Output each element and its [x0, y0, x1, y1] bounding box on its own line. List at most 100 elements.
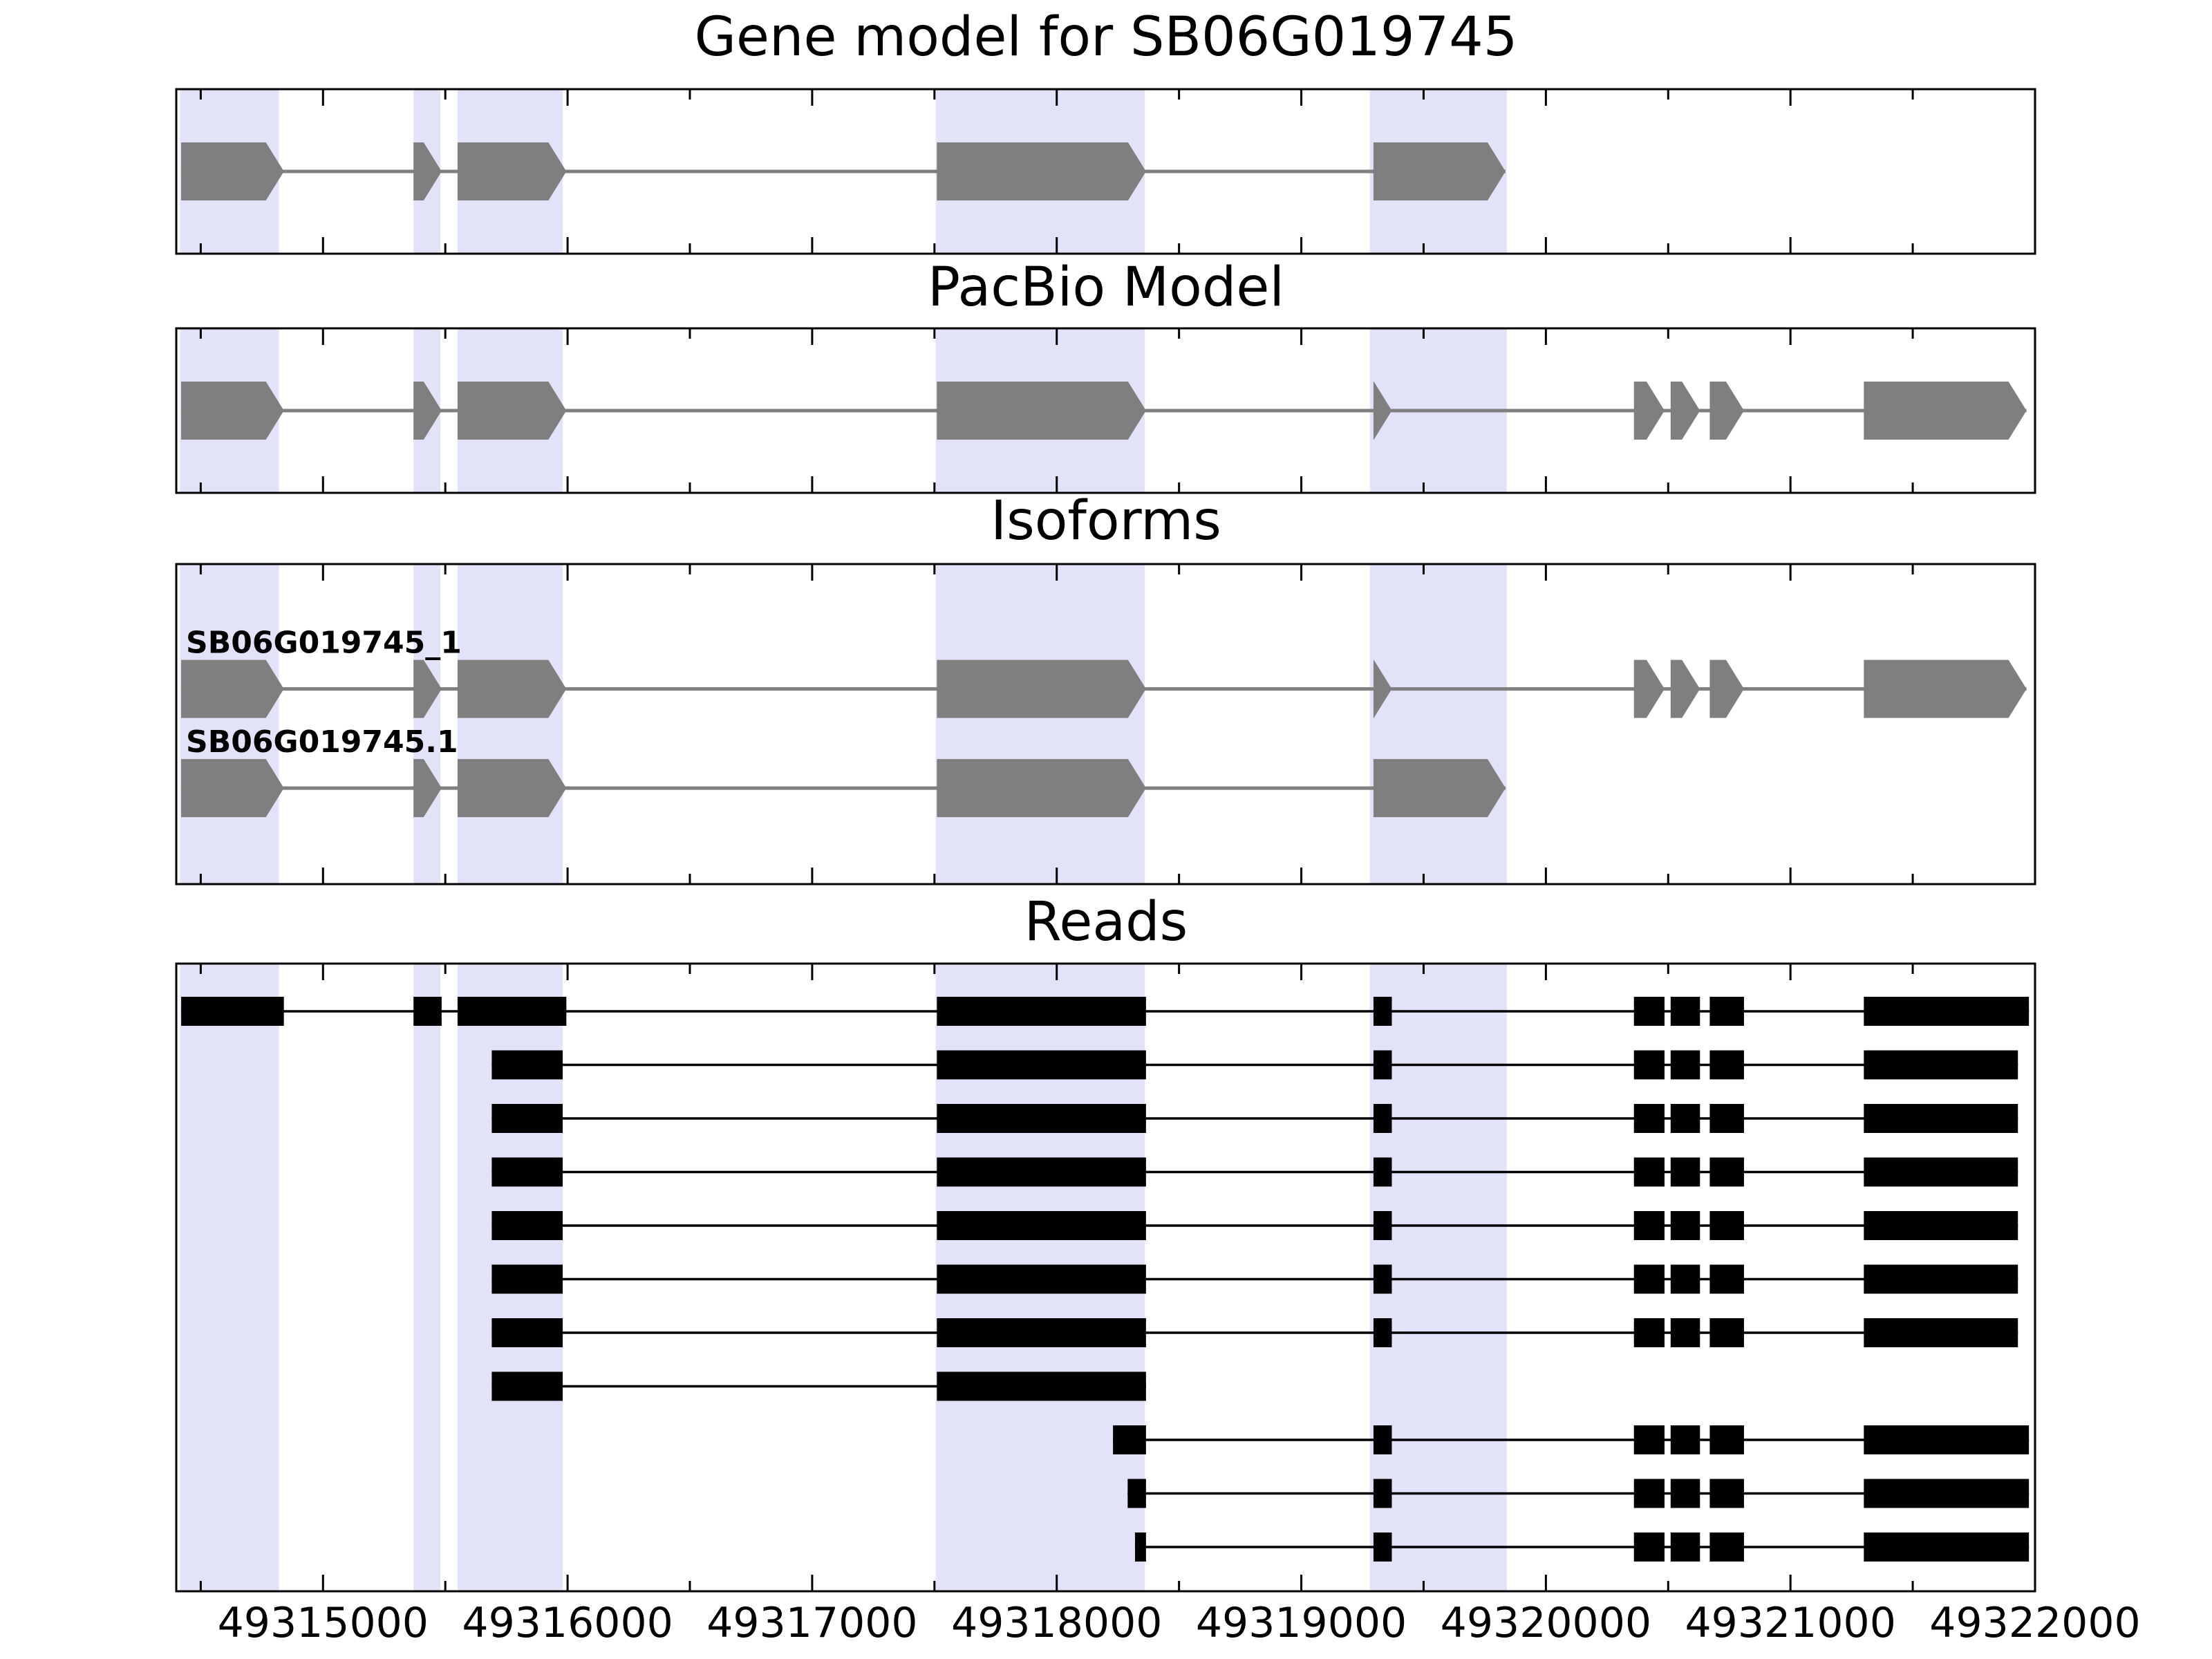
read-row	[491, 1050, 2018, 1080]
x-tick-label: 49319000	[1196, 1599, 1407, 1647]
exon-arrow	[181, 659, 284, 718]
x-tick-label: 49316000	[462, 1599, 673, 1647]
read-segment	[1709, 1211, 1744, 1240]
read-segment	[1373, 1264, 1392, 1294]
read-segment	[937, 1211, 1146, 1240]
read-segment	[1670, 1050, 1700, 1080]
highlight-band	[457, 565, 563, 883]
highlight-band	[1369, 565, 1507, 883]
exon-arrow	[937, 659, 1146, 718]
read-segment	[1864, 1211, 2018, 1240]
exon-arrow	[1709, 382, 1744, 440]
read-segment	[491, 1264, 563, 1294]
read-segment	[491, 1050, 563, 1080]
panel-border	[175, 962, 2036, 1593]
read-segment	[937, 1104, 1146, 1133]
highlight-band	[180, 964, 279, 1591]
read-segment	[1633, 1157, 1665, 1187]
read-segment	[413, 997, 442, 1026]
x-tick-label: 49320000	[1441, 1599, 1651, 1647]
x-tick-label: 49321000	[1685, 1599, 1895, 1647]
read-segment	[1373, 1318, 1392, 1347]
read-segment	[1373, 1104, 1392, 1133]
exon-arrow	[413, 659, 442, 718]
read-segment	[1113, 1425, 1146, 1454]
exon-arrow	[937, 382, 1146, 440]
x-tick-label: 49315000	[218, 1599, 429, 1647]
read-segment	[1670, 1264, 1700, 1294]
panel-title-reads: Reads	[1024, 891, 1188, 953]
read-segment	[1709, 1157, 1744, 1187]
read-segment	[1864, 1104, 2018, 1133]
read-segment	[1633, 1211, 1665, 1240]
exon-arrow	[181, 142, 284, 200]
exon-arrow	[413, 142, 442, 200]
read-segment	[1373, 1533, 1392, 1562]
read-segment	[1373, 1157, 1392, 1187]
read-segment	[1633, 1318, 1665, 1347]
read-row	[491, 1371, 1146, 1401]
read-row	[1113, 1425, 2030, 1454]
x-tick-label: 49318000	[951, 1599, 1162, 1647]
read-segment	[1864, 997, 2030, 1026]
exon-arrow	[1709, 659, 1744, 718]
panel-title-pacbio-model: PacBio Model	[927, 256, 1285, 319]
read-segment	[1709, 1318, 1744, 1347]
read-segment	[1633, 1533, 1665, 1562]
exon-arrow	[181, 382, 284, 440]
exon-arrow	[413, 759, 442, 818]
exon-arrow	[1633, 659, 1665, 718]
transcript-SB06G019745_1: SB06G019745_1	[181, 626, 2027, 718]
read-segment	[937, 997, 1146, 1026]
read-segment	[1670, 1318, 1700, 1347]
read-row	[1134, 1533, 2030, 1562]
read-segment	[1670, 1211, 1700, 1240]
exon-arrow	[1864, 659, 2027, 718]
read-segment	[1864, 1533, 2030, 1562]
exon-arrow	[1373, 382, 1392, 440]
read-segment	[937, 1157, 1146, 1187]
read-segment	[1864, 1050, 2018, 1080]
read-segment	[937, 1318, 1146, 1347]
read-segment	[1670, 1157, 1700, 1187]
read-segment	[1633, 1479, 1665, 1508]
highlight-band	[935, 565, 1145, 883]
read-row	[491, 1318, 2018, 1347]
exon-arrow	[457, 759, 567, 818]
exon-arrow	[457, 142, 567, 200]
read-row	[491, 1211, 2018, 1240]
read-row	[491, 1264, 2018, 1294]
read-segment	[1670, 1533, 1700, 1562]
panel-border	[175, 563, 2036, 885]
read-segment	[1373, 997, 1392, 1026]
read-segment	[1864, 1264, 2018, 1294]
read-segment	[937, 1371, 1146, 1401]
panel-border	[175, 88, 2036, 255]
read-segment	[181, 997, 284, 1026]
read-segment	[1709, 1533, 1744, 1562]
x-tick-label: 49317000	[706, 1599, 917, 1647]
read-segment	[1864, 1318, 2018, 1347]
read-segment	[491, 1371, 563, 1401]
transcript-SB06G019745.1: SB06G019745.1	[181, 724, 1506, 818]
read-segment	[1373, 1479, 1392, 1508]
exon-arrow	[457, 382, 567, 440]
panel-title-isoforms: Isoforms	[991, 490, 1221, 552]
read-row	[491, 1104, 2018, 1133]
panel-title-gene-model: Gene model for SB06G019745	[694, 6, 1518, 68]
read-segment	[1864, 1479, 2030, 1508]
read-segment	[1670, 1104, 1700, 1133]
read-segment	[1670, 1479, 1700, 1508]
transcript-label: SB06G019745_1	[186, 626, 462, 661]
exon-arrow	[1373, 142, 1506, 200]
read-segment	[1633, 1425, 1665, 1454]
transcript-gene-model	[181, 142, 1506, 200]
read-segment	[1670, 997, 1700, 1026]
exon-arrow	[1373, 659, 1392, 718]
read-segment	[1373, 1050, 1392, 1080]
panel-isoforms: SB06G019745_1 SB06G019745.1	[175, 563, 2036, 885]
read-segment	[1709, 1050, 1744, 1080]
read-segment	[1709, 1425, 1744, 1454]
read-row	[181, 997, 2030, 1026]
